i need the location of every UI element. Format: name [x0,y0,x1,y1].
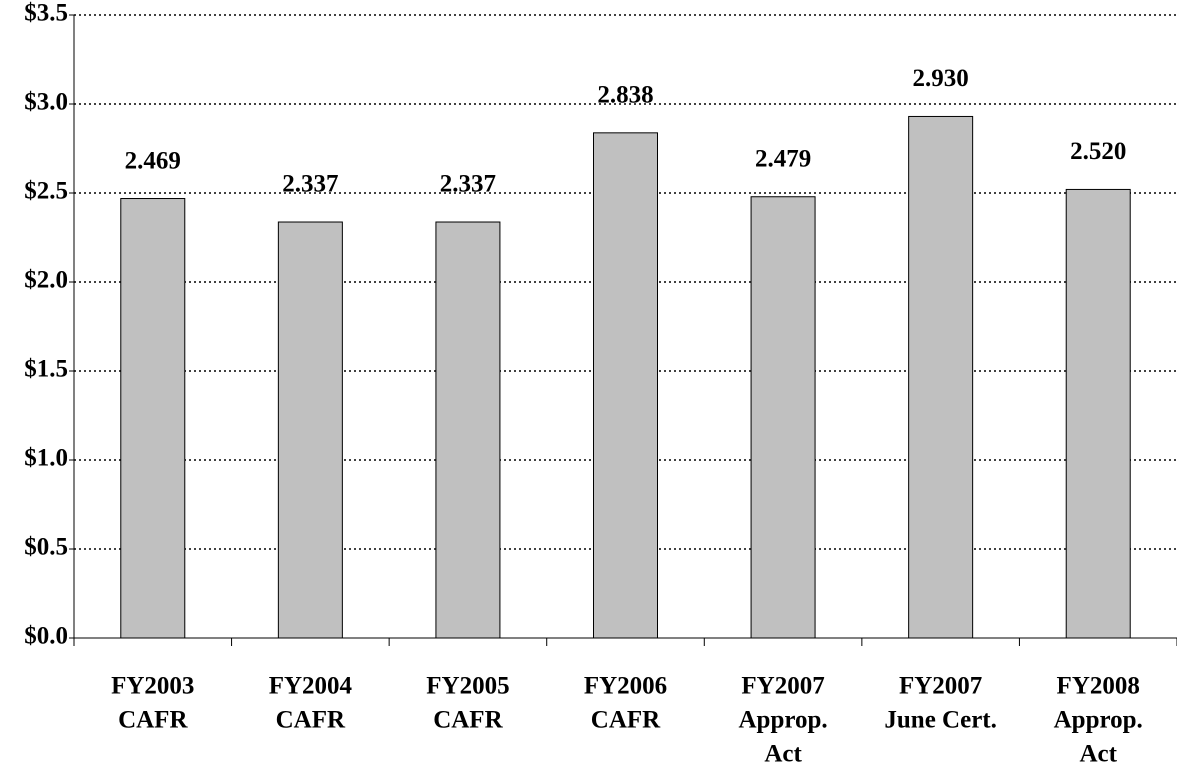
value-label: 2.479 [755,145,811,172]
y-tick-label: $1.5 [24,356,68,383]
x-tick-label: CAFR [118,707,188,734]
x-tick-label: FY2007 [899,673,982,700]
bar [908,115,974,639]
x-tick-label: Approp. [1054,707,1143,734]
value-label: 2.520 [1070,138,1126,165]
x-tick-label: FY2008 [1057,673,1140,700]
x-tick-label: June Cert. [884,707,996,734]
y-tick-label: $3.5 [24,0,68,27]
y-tick-label: $1.0 [24,445,68,472]
y-tick-label: $2.0 [24,267,68,294]
x-tick-label: FY2004 [269,673,353,700]
bar [593,132,658,639]
bar [277,221,343,639]
bar [750,196,816,639]
x-tick-label: CAFR [433,707,503,734]
bar [120,198,186,639]
x-tick-label: Act [764,741,802,768]
x-tick-label: CAFR [276,707,346,734]
y-tick-label: $0.5 [24,534,68,561]
x-tick-label: FY2007 [741,673,824,700]
value-label: 2.469 [125,147,181,174]
value-label: 2.337 [440,171,496,198]
x-tick-label: Act [1079,741,1117,768]
x-tick-label: Approp. [738,707,827,734]
y-tick-label: $0.0 [24,623,68,650]
value-label: 2.838 [597,82,653,109]
value-label: 2.337 [282,171,338,198]
bar [1065,188,1131,639]
x-tick-label: FY2006 [584,673,667,700]
bar [435,221,501,639]
y-tick-label: $3.0 [24,89,68,116]
y-tick-label: $2.5 [24,178,68,205]
value-label: 2.930 [913,65,969,92]
x-tick-label: FY2003 [111,673,194,700]
x-tick-label: FY2005 [426,673,509,700]
x-tick-label: CAFR [591,707,661,734]
